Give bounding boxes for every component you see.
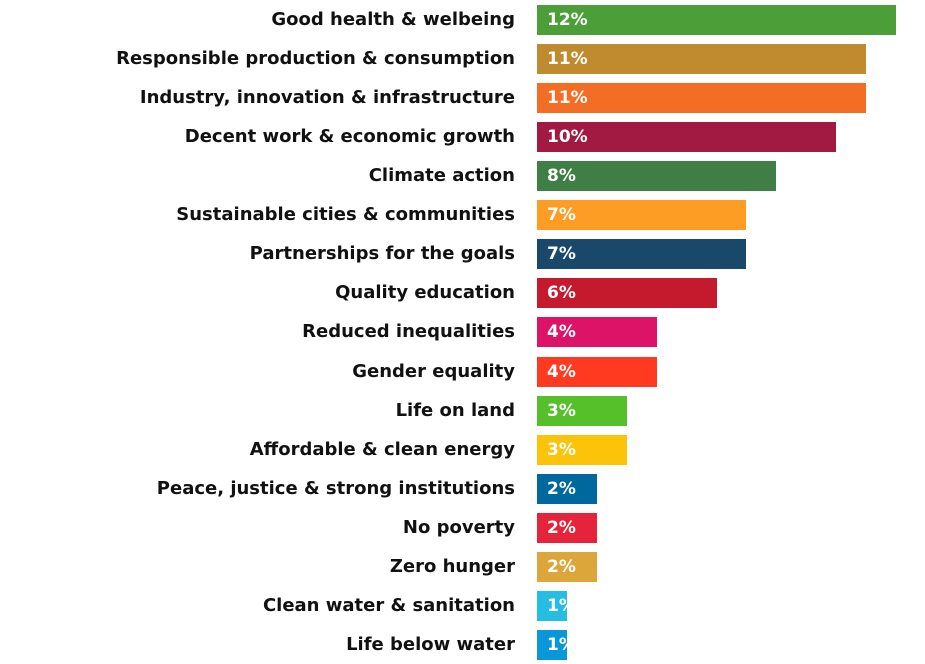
category-label: Responsible production & consumption bbox=[116, 48, 515, 69]
category-label: Gender equality bbox=[352, 361, 515, 382]
bar: 10% bbox=[537, 122, 836, 152]
bar-value-label: 4% bbox=[547, 322, 576, 342]
bar: 11% bbox=[537, 44, 866, 74]
bar-value-label: 1% bbox=[547, 596, 576, 616]
category-label: No poverty bbox=[402, 517, 515, 538]
bar-value-label: 2% bbox=[547, 479, 576, 499]
bar-value-label: 6% bbox=[547, 283, 576, 303]
category-label: Climate action bbox=[368, 165, 515, 186]
bar: 4% bbox=[537, 317, 657, 347]
category-label: Affordable & clean energy bbox=[249, 439, 515, 460]
category-label: Clean water & sanitation bbox=[262, 595, 515, 616]
category-label: Decent work & economic growth bbox=[184, 126, 515, 147]
category-label: Quality education bbox=[335, 282, 515, 303]
bar: 6% bbox=[537, 278, 717, 308]
bar-value-label: 2% bbox=[547, 518, 576, 538]
bar: 2% bbox=[537, 474, 597, 504]
category-label: Partnerships for the goals bbox=[249, 243, 515, 264]
bar: 3% bbox=[537, 435, 627, 465]
category-label: Zero hunger bbox=[389, 556, 515, 577]
bar: 11% bbox=[537, 83, 866, 113]
bar-value-label: 11% bbox=[547, 88, 588, 108]
bar-value-label: 12% bbox=[547, 10, 588, 30]
bar: 2% bbox=[537, 552, 597, 582]
bar-value-label: 11% bbox=[547, 49, 588, 69]
bar-value-label: 3% bbox=[547, 401, 576, 421]
bar-value-label: 2% bbox=[547, 557, 576, 577]
bar: 4% bbox=[537, 357, 657, 387]
bar: 1% bbox=[537, 630, 576, 660]
bar: 7% bbox=[537, 200, 746, 230]
category-label: Life below water bbox=[346, 634, 515, 655]
bar-value-label: 8% bbox=[547, 166, 576, 186]
bar: 7% bbox=[537, 239, 746, 269]
category-label: Reduced inequalities bbox=[302, 321, 515, 342]
bar: 1% bbox=[537, 591, 576, 621]
bar-value-label: 1% bbox=[547, 635, 576, 655]
category-label: Good health & welbeing bbox=[271, 9, 515, 30]
bar-value-label: 7% bbox=[547, 205, 576, 225]
bar-value-label: 3% bbox=[547, 440, 576, 460]
category-label: Peace, justice & strong institutions bbox=[156, 478, 515, 499]
bar: 2% bbox=[537, 513, 597, 543]
bar-value-label: 10% bbox=[547, 127, 588, 147]
category-label: Industry, innovation & infrastructure bbox=[139, 87, 515, 108]
bar-value-label: 7% bbox=[547, 244, 576, 264]
bar: 3% bbox=[537, 396, 627, 426]
bar: 8% bbox=[537, 161, 776, 191]
bar: 12% bbox=[537, 5, 896, 35]
category-label: Life on land bbox=[395, 400, 515, 421]
bar-value-label: 4% bbox=[547, 362, 576, 382]
category-label: Sustainable cities & communities bbox=[176, 204, 515, 225]
